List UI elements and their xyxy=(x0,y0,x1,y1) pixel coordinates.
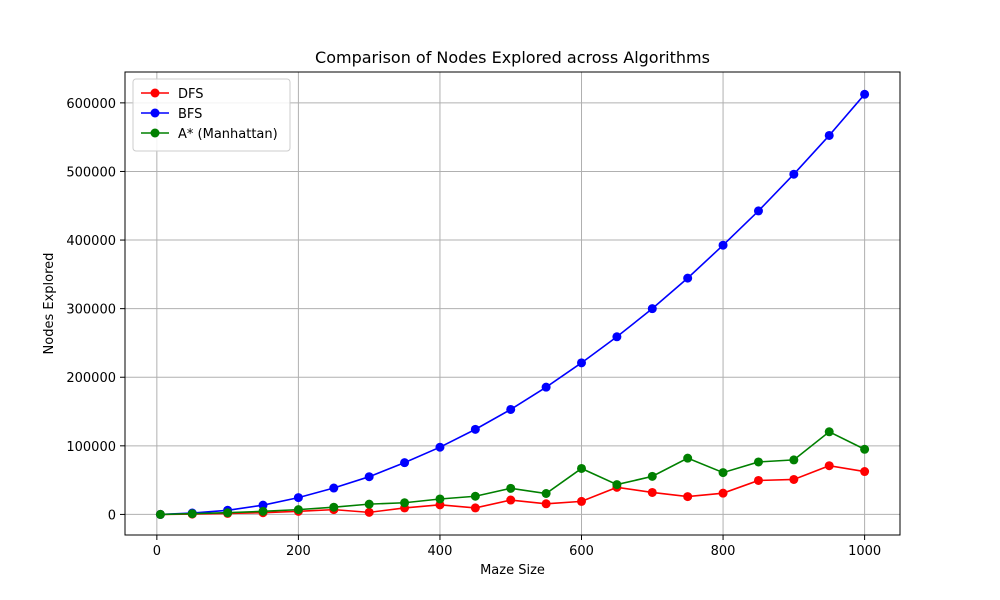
axis-ticks: 0 200 400 600 800 1000 0 100000 200000 300000 4000… xyxy=(66,97,881,559)
data-point-a-manhattan xyxy=(577,463,587,473)
data-point-a-manhattan xyxy=(364,499,374,509)
data-point-bfs xyxy=(577,358,587,368)
data-point-a-manhattan xyxy=(860,444,870,454)
y-tick-label: 400000 xyxy=(66,234,116,249)
y-tick-label: 600000 xyxy=(66,97,116,112)
legend-swatch-marker xyxy=(150,108,160,118)
y-tick-label: 100000 xyxy=(66,440,116,455)
plot-area-frame xyxy=(124,71,901,536)
data-point-dfs xyxy=(824,461,834,471)
y-tick-label: 0 xyxy=(108,508,116,523)
x-tick-label: 600 xyxy=(569,544,594,559)
legend: DFS BFS A* (Manhattan) xyxy=(132,78,291,152)
data-point-bfs xyxy=(683,273,693,283)
data-point-a-manhattan xyxy=(506,483,516,493)
data-point-a-manhattan xyxy=(612,480,622,490)
data-point-dfs xyxy=(470,503,480,513)
data-point-bfs xyxy=(541,382,551,392)
legend-item-dfs: DFS xyxy=(141,87,204,102)
data-point-bfs xyxy=(400,458,410,468)
x-tick-label: 800 xyxy=(711,544,736,559)
data-point-bfs xyxy=(293,493,303,503)
y-axis-title: Nodes Explored xyxy=(42,253,57,355)
x-tick-label: 1000 xyxy=(848,544,881,559)
data-point-a-manhattan xyxy=(683,453,693,463)
data-point-a-manhattan xyxy=(435,494,445,504)
y-tick-label: 500000 xyxy=(66,165,116,180)
data-point-a-manhattan xyxy=(718,468,728,478)
data-point-bfs xyxy=(435,442,445,452)
legend-swatch-marker xyxy=(150,128,160,138)
data-point-a-manhattan xyxy=(541,489,551,499)
data-point-dfs xyxy=(647,487,657,497)
data-point-bfs xyxy=(329,483,339,493)
data-point-bfs xyxy=(753,206,763,216)
data-point-a-manhattan xyxy=(329,502,339,512)
legend-item-a-manhattan: A* (Manhattan) xyxy=(141,127,278,142)
data-point-bfs xyxy=(647,304,657,314)
data-point-a-manhattan xyxy=(647,471,657,481)
series-layer xyxy=(155,89,870,519)
data-point-dfs xyxy=(506,495,516,505)
data-point-a-manhattan xyxy=(400,498,410,508)
data-point-a-manhattan xyxy=(470,491,480,501)
grid xyxy=(125,72,900,535)
x-axis-title: Maze Size xyxy=(480,563,545,578)
legend-label: DFS xyxy=(178,87,204,102)
x-tick-label: 400 xyxy=(428,544,453,559)
data-point-bfs xyxy=(470,424,480,434)
data-point-dfs xyxy=(753,475,763,485)
data-point-dfs xyxy=(789,474,799,484)
data-point-a-manhattan xyxy=(789,455,799,465)
series-line-bfs xyxy=(160,93,866,516)
data-point-dfs xyxy=(541,499,551,509)
data-point-a-manhattan xyxy=(258,506,268,516)
data-point-a-manhattan xyxy=(293,505,303,515)
data-point-a-manhattan xyxy=(824,427,834,437)
data-point-a-manhattan xyxy=(155,509,165,519)
legend-swatch-marker xyxy=(150,88,160,98)
legend-item-bfs: BFS xyxy=(141,107,202,122)
data-point-dfs xyxy=(364,507,374,517)
data-point-a-manhattan xyxy=(223,508,233,518)
data-point-dfs xyxy=(683,492,693,502)
chart-title: Comparison of Nodes Explored across Algo… xyxy=(315,48,710,67)
x-tick-label: 0 xyxy=(153,544,161,559)
data-point-bfs xyxy=(506,404,516,414)
legend-label: BFS xyxy=(178,107,202,122)
y-tick-label: 200000 xyxy=(66,371,116,386)
data-point-bfs xyxy=(612,332,622,342)
legend-box xyxy=(132,78,291,152)
data-point-dfs xyxy=(860,467,870,477)
data-point-a-manhattan xyxy=(187,509,197,519)
x-tick-label: 200 xyxy=(286,544,311,559)
data-point-dfs xyxy=(577,496,587,506)
data-point-bfs xyxy=(258,500,268,510)
legend-label: A* (Manhattan) xyxy=(178,127,278,142)
data-point-a-manhattan xyxy=(753,457,763,467)
data-point-bfs xyxy=(364,472,374,482)
data-point-bfs xyxy=(789,169,799,179)
data-point-bfs xyxy=(860,89,870,99)
series-a-manhattan xyxy=(155,427,870,519)
series-bfs xyxy=(155,89,870,519)
data-point-bfs xyxy=(824,130,834,140)
y-tick-label: 300000 xyxy=(66,303,116,318)
data-point-dfs xyxy=(718,488,728,498)
data-point-bfs xyxy=(718,240,728,250)
